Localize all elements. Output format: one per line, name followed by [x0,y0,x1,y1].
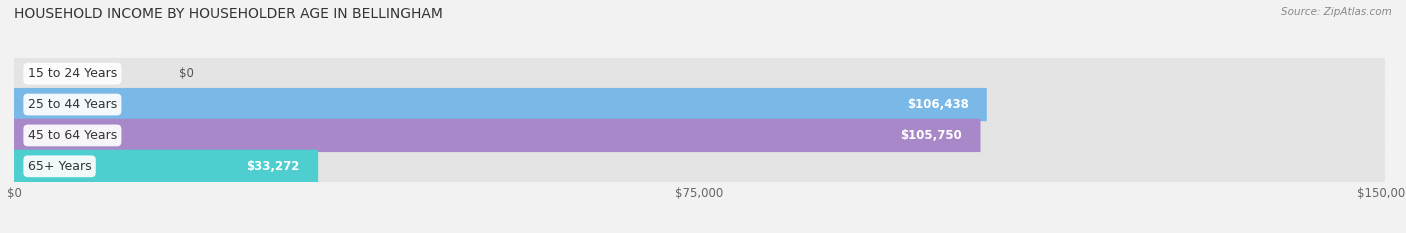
FancyBboxPatch shape [14,88,987,121]
Text: $0: $0 [179,67,194,80]
FancyBboxPatch shape [14,119,1385,152]
Text: $33,272: $33,272 [246,160,299,173]
Text: 15 to 24 Years: 15 to 24 Years [28,67,117,80]
Text: 65+ Years: 65+ Years [28,160,91,173]
FancyBboxPatch shape [14,119,980,152]
Text: $105,750: $105,750 [900,129,962,142]
FancyBboxPatch shape [14,150,1385,183]
Text: 25 to 44 Years: 25 to 44 Years [28,98,117,111]
FancyBboxPatch shape [14,88,1385,121]
FancyBboxPatch shape [14,57,1385,90]
Text: 45 to 64 Years: 45 to 64 Years [28,129,117,142]
Text: Source: ZipAtlas.com: Source: ZipAtlas.com [1281,7,1392,17]
FancyBboxPatch shape [14,150,318,183]
Text: $106,438: $106,438 [907,98,969,111]
Text: HOUSEHOLD INCOME BY HOUSEHOLDER AGE IN BELLINGHAM: HOUSEHOLD INCOME BY HOUSEHOLDER AGE IN B… [14,7,443,21]
